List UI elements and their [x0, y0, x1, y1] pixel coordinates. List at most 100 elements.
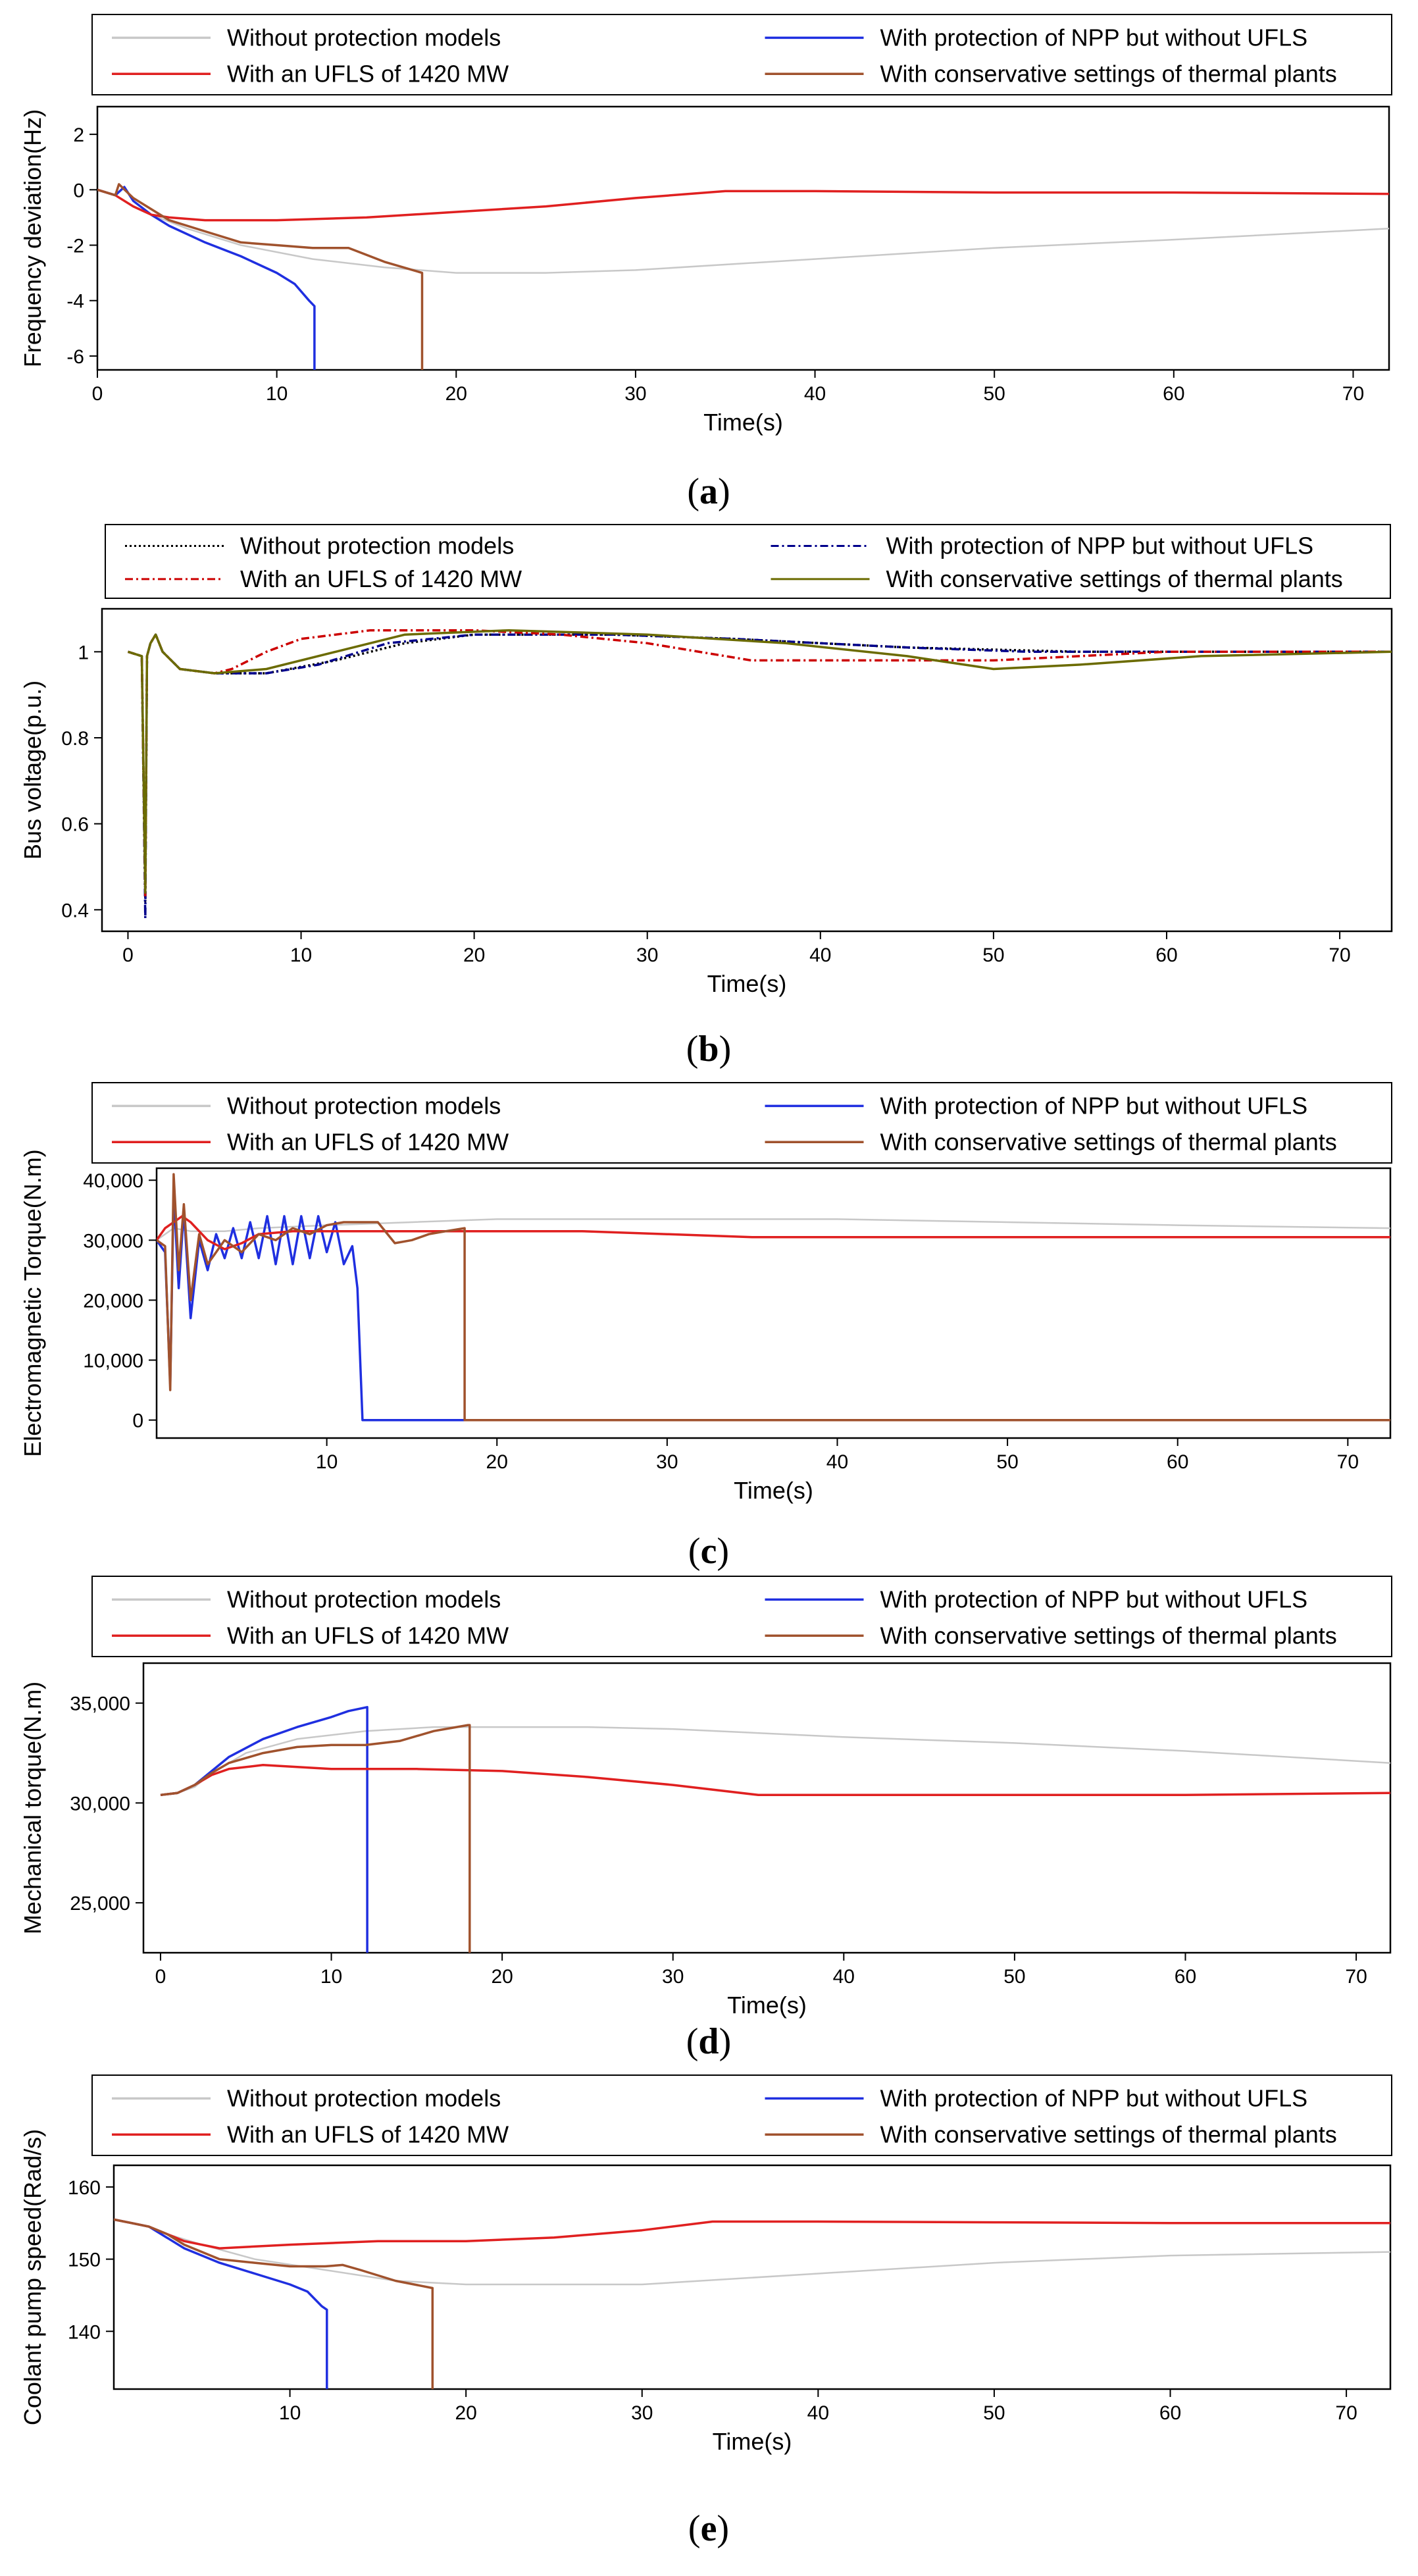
chart-panel-c: Without protection models With an UFLS of… — [19, 1082, 1392, 1572]
y-tick-label: -2 — [66, 236, 84, 257]
x-tick-label: 0 — [122, 944, 134, 966]
x-tick-label: 70 — [1329, 944, 1350, 966]
legend-label-conservative: With conservative settings of thermal pl… — [880, 2121, 1337, 2148]
y-tick-label: 10,000 — [83, 1351, 143, 1372]
legend-label-conservative: With conservative settings of thermal pl… — [880, 1622, 1337, 1649]
chart-panel-a: Without protection models With an UFLS of… — [19, 14, 1392, 512]
legend-label-without: Without protection models — [227, 2084, 501, 2111]
x-tick-label: 40 — [809, 944, 831, 966]
y-tick-label: 25,000 — [70, 1893, 130, 1915]
panel-label: (c) — [688, 1531, 729, 1572]
y-tick-label: 160 — [68, 2177, 101, 2199]
panel-label: (a) — [687, 471, 730, 512]
legend-label-without: Without protection models — [227, 1585, 501, 1612]
legend-label-without: Without protection models — [227, 24, 501, 51]
panel-label-open: ( — [686, 2021, 699, 2062]
x-tick-label: 10 — [320, 1966, 342, 1988]
legend: Without protection models With an UFLS of… — [105, 524, 1391, 599]
panel-label-open: ( — [688, 1531, 701, 1572]
x-tick-label: 40 — [804, 383, 826, 405]
legend-label-ufls: With an UFLS of 1420 MW — [240, 565, 522, 592]
legend-label-without: Without protection models — [227, 1092, 501, 1119]
x-tick-label: 20 — [445, 383, 467, 405]
legend: Without protection models With an UFLS of… — [91, 14, 1392, 95]
legend-label-ufls: With an UFLS of 1420 MW — [227, 2121, 509, 2148]
x-axis-title: Time(s) — [703, 409, 783, 436]
x-tick-label: 60 — [1167, 1451, 1188, 1473]
x-tick-label: 50 — [984, 383, 1005, 405]
plot-frame — [155, 1167, 1392, 1439]
x-tick-label: 70 — [1342, 383, 1364, 405]
legend-label-npp: With protection of NPP but without UFLS — [880, 1092, 1308, 1119]
x-tick-label: 40 — [807, 2402, 829, 2424]
legend: Without protection models With an UFLS of… — [91, 1082, 1392, 1164]
x-tick-label: 20 — [491, 1966, 513, 1988]
panel-label-open: ( — [687, 471, 699, 512]
y-tick-label: 30,000 — [70, 1793, 130, 1815]
x-tick-label: 70 — [1337, 1451, 1359, 1473]
legend: Without protection models With an UFLS of… — [91, 2074, 1392, 2156]
legend: Without protection models With an UFLS of… — [91, 1576, 1392, 1657]
y-tick-label: 20,000 — [83, 1290, 143, 1312]
x-tick-label: 50 — [983, 2402, 1005, 2424]
legend-label-without: Without protection models — [240, 532, 514, 559]
x-tick-label: 40 — [826, 1451, 848, 1473]
x-tick-label: 20 — [486, 1451, 508, 1473]
series-line-conservative — [114, 2218, 434, 2389]
legend-box — [91, 1082, 1392, 1164]
x-axis-title: Time(s) — [707, 970, 787, 997]
panel-label-close: ) — [717, 1531, 729, 1572]
panel-label-close: ) — [717, 2508, 729, 2549]
panel-label-letter: e — [701, 2508, 717, 2549]
x-axis-title: Time(s) — [727, 1992, 807, 2019]
legend-label-npp: With protection of NPP but without UFLS — [880, 2084, 1308, 2111]
x-tick-label: 50 — [996, 1451, 1018, 1473]
x-tick-label: 30 — [624, 383, 646, 405]
y-tick-label: 150 — [68, 2250, 101, 2271]
legend-label-ufls: With an UFLS of 1420 MW — [227, 60, 509, 87]
chart-panel-e: Without protection models With an UFLS of… — [19, 2074, 1392, 2549]
chart-panel-d: Without protection models With an UFLS of… — [19, 1576, 1392, 2062]
legend-label-npp: With protection of NPP but without UFLS — [880, 1585, 1308, 1612]
series-line-npp — [97, 186, 316, 370]
y-tick-label: 1 — [78, 642, 89, 663]
x-tick-label: 50 — [1003, 1966, 1025, 1988]
x-tick-label: 60 — [1175, 1966, 1196, 1988]
plot-frame — [101, 607, 1393, 933]
panel-label: (d) — [686, 2021, 731, 2062]
legend-box — [91, 14, 1392, 95]
y-tick-label: 0 — [132, 1410, 143, 1432]
legend-label-conservative: With conservative settings of thermal pl… — [880, 60, 1337, 87]
y-tick-label: -4 — [66, 291, 84, 313]
y-tick-label: -6 — [66, 346, 84, 368]
panel-label-open: ( — [686, 1029, 699, 1069]
panel-label: (e) — [688, 2508, 729, 2549]
legend-label-npp: With protection of NPP but without UFLS — [880, 24, 1308, 51]
x-tick-label: 0 — [92, 383, 103, 405]
x-tick-label: 70 — [1345, 1966, 1367, 1988]
y-tick-label: 2 — [73, 124, 84, 146]
x-tick-label: 10 — [279, 2402, 301, 2424]
chart-panel-b: Without protection models With an UFLS of… — [19, 524, 1393, 1069]
panel-label-open: ( — [688, 2508, 701, 2549]
y-tick-label: 30,000 — [83, 1230, 143, 1252]
panel-label-close: ) — [719, 2021, 732, 2062]
y-axis-title: Bus voltage(p.u.) — [19, 681, 46, 860]
legend-box — [105, 524, 1391, 599]
x-axis-title: Time(s) — [734, 1477, 813, 1504]
x-axis-title: Time(s) — [713, 2428, 792, 2455]
panel-label-close: ) — [719, 1029, 732, 1069]
x-tick-label: 30 — [656, 1451, 678, 1473]
y-axis-title: Electromagnetic Torque(N.m) — [19, 1149, 46, 1457]
series-line-conservative_b — [127, 629, 1392, 894]
series-line-conservative — [97, 183, 424, 370]
y-axis-title: Frequency deviation(Hz) — [19, 109, 46, 367]
legend-box — [91, 2074, 1392, 2156]
panel-label: (b) — [686, 1029, 731, 1069]
legend-label-conservative: With conservative settings of thermal pl… — [880, 1128, 1337, 1155]
series-line-without — [157, 1218, 1390, 1241]
x-tick-label: 30 — [636, 944, 658, 966]
series-line-ufls — [97, 188, 1389, 222]
legend-label-conservative: With conservative settings of thermal pl… — [886, 565, 1343, 592]
